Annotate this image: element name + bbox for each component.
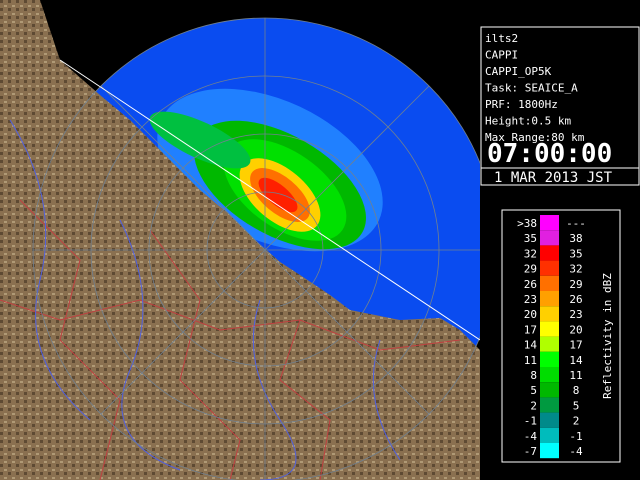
legend-swatch: [540, 245, 559, 261]
legend-low: 32: [524, 247, 537, 260]
legend-swatch: [540, 412, 559, 428]
legend-high: 23: [569, 308, 582, 321]
date: 1 MAR 2013 JST: [494, 170, 613, 186]
legend-low: 29: [524, 263, 537, 276]
legend-low: 20: [524, 308, 537, 321]
legend-swatch: [540, 427, 559, 443]
legend-high: 20: [569, 323, 582, 336]
info-line: Task: SEAICE_A: [485, 82, 578, 95]
legend-high: -1: [569, 430, 582, 443]
legend-low: 8: [530, 369, 537, 382]
legend-swatch: [540, 367, 559, 383]
legend-high: 17: [569, 339, 582, 352]
legend-box: [501, 209, 621, 463]
rivers: [9, 119, 401, 480]
legend-low: 11: [524, 354, 537, 367]
legend-swatch: [540, 336, 559, 352]
legend-low: -7: [524, 445, 537, 458]
legend-high: 14: [569, 354, 583, 367]
legend: >38 --- 35 38 32 35 29 32 26 29 23 26 20 23 17 20 14 17 11…: [517, 215, 586, 459]
legend-low: 5: [530, 384, 537, 397]
legend-high: ---: [566, 217, 586, 230]
legend-swatch: [540, 321, 559, 337]
legend-high: 32: [569, 263, 582, 276]
legend-swatch: [540, 382, 559, 398]
legend-swatch: [540, 275, 559, 291]
info-text: ilts2 CAPPI CAPPI_OP5K Task: SEAICE_A PRF: 1…: [485, 32, 585, 144]
legend-swatch: [540, 306, 559, 322]
legend-swatch: [540, 351, 559, 367]
legend-swatch: [540, 260, 559, 276]
legend-high: 5: [573, 399, 580, 412]
legend-low: 26: [524, 278, 537, 291]
legend-low: 35: [524, 232, 537, 245]
time: 07:00:00: [487, 139, 612, 169]
legend-high: 11: [569, 369, 582, 382]
radar-map: [0, 0, 480, 480]
legend-low: 14: [524, 339, 538, 352]
boundaries: [0, 199, 461, 480]
info-line: CAPPI_OP5K: [485, 65, 552, 78]
legend-high: -4: [569, 445, 583, 458]
legend-low: -1: [524, 415, 537, 428]
legend-high: 29: [569, 278, 582, 291]
legend-low: -4: [524, 430, 538, 443]
legend-high: 35: [569, 247, 582, 260]
info-line: CAPPI: [485, 49, 518, 62]
legend-swatch: [540, 215, 559, 231]
land: [0, 0, 480, 480]
info-line: Max Range:80 km: [485, 131, 585, 144]
info-line: Height:0.5 km: [485, 115, 571, 128]
legend-swatch: [540, 397, 559, 413]
info-box: [480, 26, 640, 186]
legend-high: 26: [569, 293, 582, 306]
legend-low: >38: [517, 217, 537, 230]
legend-high: 2: [573, 415, 580, 428]
info-line: PRF: 1800Hz: [485, 98, 558, 111]
legend-swatch: [540, 443, 559, 459]
legend-high: 8: [573, 384, 580, 397]
coastline: [59, 59, 480, 341]
info-line: ilts2: [485, 32, 518, 45]
legend-low: 2: [530, 399, 537, 412]
legend-low: 17: [524, 323, 537, 336]
legend-title: Reflectivity in dBZ: [601, 273, 614, 399]
legend-low: 23: [524, 293, 537, 306]
legend-swatch: [540, 291, 559, 307]
legend-swatch: [540, 230, 559, 246]
range-rings: [32, 17, 480, 480]
legend-high: 38: [569, 232, 582, 245]
